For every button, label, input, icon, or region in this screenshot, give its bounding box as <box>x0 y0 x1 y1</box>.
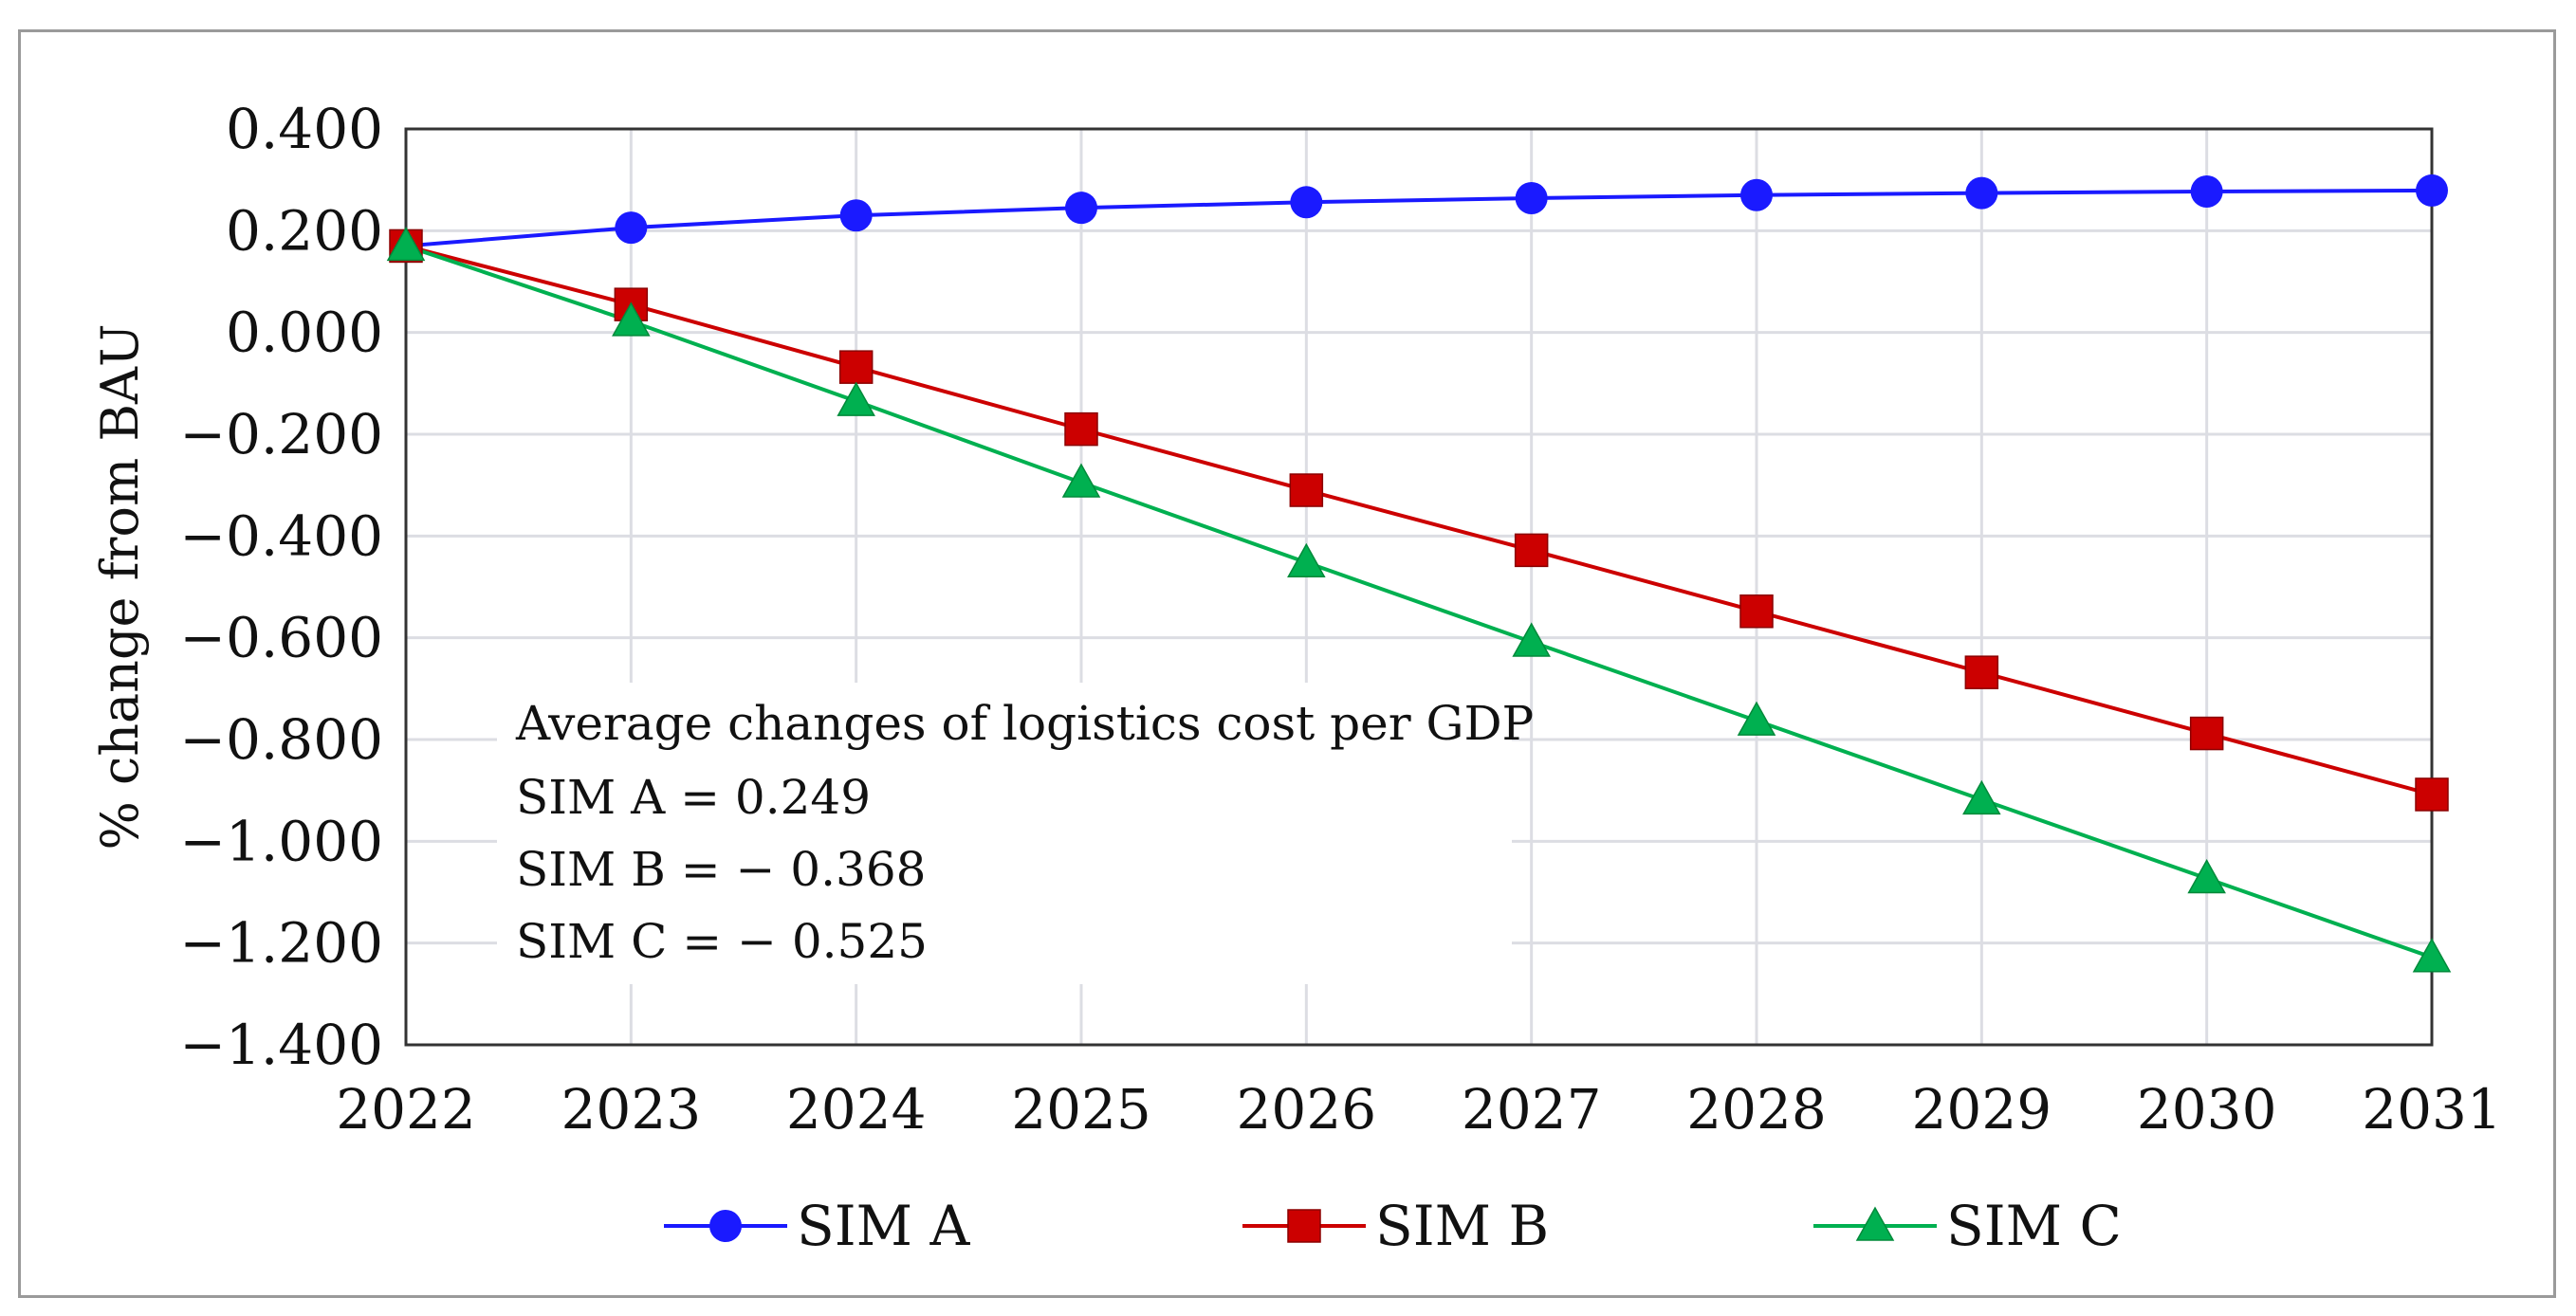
legend-label-sim-a: SIM A <box>797 1194 970 1258</box>
legend-marker-sim-b <box>1287 1209 1321 1243</box>
y-tick-label: −0.200 <box>179 402 383 466</box>
x-tick-label: 2022 <box>336 1077 476 1142</box>
data-point-sim-c <box>2412 938 2452 973</box>
annotation-line-sim-b: SIM B = − 0.368 <box>516 842 926 897</box>
data-point-sim-c <box>2187 858 2226 894</box>
legend-marker-sim-a <box>709 1210 742 1242</box>
plot-area <box>404 127 2434 1047</box>
series-markers <box>386 174 2452 973</box>
data-point-sim-b <box>1964 655 1999 689</box>
x-tick-label: 2024 <box>786 1077 927 1142</box>
data-point-sim-c <box>1512 622 1551 657</box>
data-point-sim-b <box>1064 411 1098 447</box>
data-point-sim-b <box>2415 777 2449 812</box>
y-tick-label: −1.200 <box>179 911 383 976</box>
y-axis-title: % change from BAU <box>90 323 150 850</box>
x-tick-label: 2028 <box>1686 1077 1827 1142</box>
data-point-sim-b <box>1739 594 1774 629</box>
x-tick-label: 2023 <box>561 1077 702 1142</box>
data-point-sim-c <box>386 226 426 262</box>
x-tick-label: 2027 <box>1462 1077 1602 1142</box>
data-point-sim-a <box>1065 192 1097 225</box>
annotation-line-sim-c: SIM C = − 0.525 <box>516 914 928 969</box>
x-tick-label: 2030 <box>2137 1077 2277 1142</box>
data-point-sim-a <box>2416 174 2448 207</box>
data-point-sim-a <box>1290 186 1323 219</box>
legend-label-sim-c: SIM C <box>1946 1194 2122 1258</box>
data-point-sim-a <box>615 211 648 245</box>
y-tick-label: 0.000 <box>226 301 383 365</box>
data-point-sim-b <box>838 350 874 384</box>
data-point-sim-c <box>612 302 651 337</box>
data-point-sim-c <box>1737 701 1776 736</box>
legend-label-sim-b: SIM B <box>1375 1194 1549 1258</box>
data-point-sim-c <box>1962 779 2001 815</box>
series-lines <box>405 188 2433 960</box>
y-tick-label: −1.400 <box>179 1013 383 1077</box>
data-point-sim-a <box>2190 175 2223 209</box>
data-point-sim-b <box>1289 473 1324 507</box>
data-point-sim-c <box>1061 463 1101 498</box>
y-tick-label: 0.200 <box>226 198 383 263</box>
y-tick-label: −1.000 <box>179 809 383 873</box>
data-point-sim-a <box>1740 178 1773 211</box>
y-tick-label: 0.400 <box>226 97 383 161</box>
series-line-sim-c <box>405 244 2433 960</box>
series-line-sim-a <box>405 188 2433 248</box>
y-axis-ticks: 0.400 0.200 0.000 −0.200 −0.400 −0.600 −0.800 −… <box>179 97 383 1077</box>
legend: SIM A SIM B SIM C <box>664 1194 2122 1258</box>
data-point-sim-c <box>837 381 875 416</box>
chart-frame <box>18 29 2556 1298</box>
annotation-background <box>497 683 1512 984</box>
y-tick-label: −0.800 <box>179 707 383 772</box>
data-point-sim-a <box>1515 181 1548 214</box>
annotation-box: Average changes of logistics cost per GD… <box>515 696 1534 969</box>
y-tick-label: −0.400 <box>179 503 383 568</box>
series-line-sim-b <box>405 244 2433 796</box>
data-point-sim-a <box>1965 176 1998 210</box>
x-tick-label: 2026 <box>1237 1077 1377 1142</box>
data-point-sim-b <box>1514 533 1549 568</box>
x-tick-label: 2031 <box>2362 1077 2502 1142</box>
data-point-sim-a <box>839 199 873 232</box>
annotation-line-sim-a: SIM A = 0.249 <box>516 770 871 825</box>
x-axis-ticks: 2022 2023 2024 2025 2026 2027 2028 2029 2030 2031 <box>336 1077 2502 1142</box>
y-tick-label: −0.600 <box>179 606 383 670</box>
data-point-sim-b <box>2189 716 2224 751</box>
x-tick-label: 2029 <box>1912 1077 2052 1142</box>
legend-marker-sim-c <box>1855 1206 1895 1241</box>
data-point-sim-c <box>1287 542 1326 577</box>
x-tick-label: 2025 <box>1011 1077 1151 1142</box>
annotation-title: Average changes of logistics cost per GD… <box>515 696 1534 751</box>
